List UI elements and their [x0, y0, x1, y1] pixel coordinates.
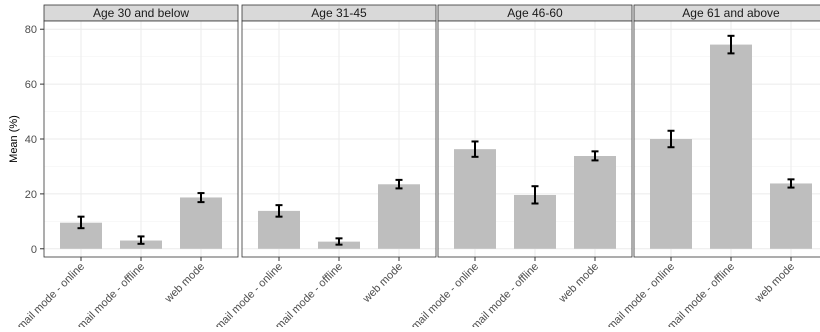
- error-bar-1-2: [395, 178, 403, 190]
- bar-3-1: [710, 44, 752, 249]
- facet-title-3: Age 61 and above: [682, 6, 780, 20]
- error-bar-3-0: [667, 129, 675, 149]
- x-tick-label-2-0: mail mode - online: [409, 261, 481, 327]
- bar-1-2: [378, 184, 420, 249]
- x-tick-label-3-2: web mode: [752, 261, 797, 306]
- x-tick-label-2-1: mail mode - offline: [469, 261, 541, 327]
- error-bar-3-2: [787, 178, 795, 189]
- y-axis-title: Mean (%): [8, 115, 20, 163]
- error-bar-0-0: [77, 215, 85, 230]
- bar-3-2: [770, 183, 812, 249]
- x-tick-label-1-0: mail mode - online: [213, 261, 285, 327]
- error-bar-2-2: [591, 150, 599, 162]
- bar-2-2: [574, 156, 616, 249]
- bar-3-0: [650, 139, 692, 249]
- y-tick-label-4: 80: [25, 24, 37, 36]
- x-tick-label-0-0: mail mode - online: [15, 261, 87, 327]
- facet-title-1: Age 31-45: [311, 6, 367, 20]
- x-tick-label-3-0: mail mode - online: [605, 261, 677, 327]
- x-tick-label-2-2: web mode: [556, 261, 601, 306]
- x-tick-label-3-1: mail mode - offline: [665, 261, 737, 327]
- error-bar-0-2: [197, 192, 205, 204]
- error-bar-3-1: [727, 34, 735, 55]
- y-tick-label-2: 40: [25, 134, 37, 146]
- facet-title-0: Age 30 and below: [93, 6, 189, 20]
- error-bar-1-0: [275, 204, 283, 218]
- y-tick-label-1: 20: [25, 189, 37, 201]
- bar-0-2: [180, 197, 222, 249]
- x-tick-label-0-1: mail mode - offline: [75, 261, 147, 327]
- error-bar-2-1: [531, 185, 539, 205]
- error-bar-1-1: [335, 237, 343, 246]
- facet-title-2: Age 46-60: [507, 6, 563, 20]
- x-tick-label-1-2: web mode: [360, 261, 405, 306]
- bar-2-0: [454, 149, 496, 249]
- x-tick-label-1-1: mail mode - offline: [273, 261, 345, 327]
- error-bar-0-1: [137, 235, 145, 245]
- error-bar-2-0: [471, 140, 479, 158]
- y-tick-label-0: 0: [31, 244, 37, 256]
- y-tick-label-3: 60: [25, 79, 37, 91]
- x-tick-label-0-2: web mode: [162, 261, 207, 306]
